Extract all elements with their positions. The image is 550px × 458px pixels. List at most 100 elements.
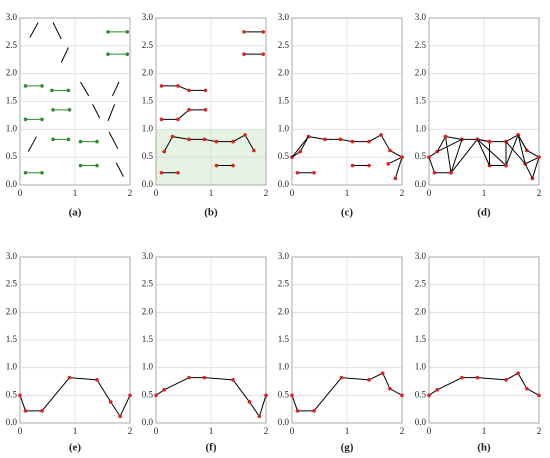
y-tick-label: 3.0 [142, 251, 154, 261]
x-tick-label: 2 [400, 426, 405, 436]
point [176, 117, 180, 122]
x-tick-label: 0 [290, 188, 295, 198]
point [40, 409, 44, 413]
x-tick-label: 1 [209, 188, 214, 198]
point [214, 139, 219, 144]
y-tick-label: 2.5 [142, 279, 154, 289]
y-tick-label: 1.0 [415, 123, 427, 133]
point [78, 139, 83, 144]
caption: (h) [477, 442, 491, 454]
point [516, 371, 520, 376]
line-segment [161, 85, 206, 91]
point [203, 88, 208, 93]
y-tick-label: 0.5 [415, 151, 427, 161]
point [449, 170, 453, 175]
y-tick-label: 0.5 [278, 389, 290, 399]
line-segment [155, 377, 267, 418]
point [23, 170, 28, 175]
caption: (b) [204, 207, 218, 219]
point [23, 409, 28, 413]
y-tick-label: 1.5 [6, 334, 18, 344]
point [66, 137, 71, 142]
x-tick-label: 0 [154, 188, 159, 198]
y-tick-label: 0.5 [415, 389, 427, 399]
point [242, 30, 246, 34]
point [435, 388, 440, 392]
point [159, 117, 164, 122]
y-tick-label: 1.5 [278, 96, 290, 106]
y-tick-label: 1.5 [415, 334, 427, 344]
x-tick-label: 2 [537, 426, 542, 436]
line-segment [291, 372, 403, 412]
y-tick-label: 0.0 [415, 179, 427, 189]
caption: (d) [477, 207, 491, 219]
y-tick-label: 3.0 [6, 251, 18, 261]
point [23, 84, 28, 88]
point [242, 52, 246, 56]
point [40, 84, 44, 88]
point [388, 148, 392, 153]
y-tick-label: 2.0 [6, 306, 18, 316]
y-tick-label: 0.5 [142, 389, 154, 399]
line-segment [111, 81, 120, 97]
point [128, 393, 132, 398]
line-segment [115, 162, 124, 177]
point [264, 393, 268, 398]
x-tick-label: 0 [290, 426, 295, 436]
point [295, 409, 300, 413]
y-tick-label: 0.0 [278, 417, 290, 427]
point [106, 30, 110, 34]
caption: (e) [69, 442, 82, 454]
y-tick-label: 0.5 [6, 389, 18, 399]
caption: (f) [206, 442, 217, 454]
y-tick-label: 0.0 [142, 417, 154, 427]
line-segment [107, 104, 116, 122]
y-tick-label: 3.0 [6, 12, 18, 22]
x-tick-label: 1 [345, 426, 350, 436]
point [231, 378, 235, 382]
x-tick-label: 0 [427, 188, 432, 198]
line-segment [80, 81, 90, 97]
y-tick-label: 3.0 [278, 12, 290, 22]
plot-frame [428, 256, 540, 424]
point [51, 137, 55, 142]
line-segment [437, 138, 463, 173]
point [427, 393, 431, 398]
y-tick-label: 3.0 [415, 12, 427, 22]
y-tick-label: 2.0 [415, 306, 427, 316]
y-tick-label: 0.5 [6, 151, 18, 161]
x-tick-label: 0 [18, 426, 23, 436]
line-segment [19, 377, 131, 418]
plot-frame [291, 17, 403, 186]
line-segment [60, 47, 69, 63]
point [118, 414, 122, 419]
point [40, 170, 44, 175]
point [202, 137, 207, 142]
point [159, 84, 164, 88]
point [367, 139, 371, 144]
y-tick-label: 2.0 [6, 68, 18, 78]
y-tick-label: 1.0 [142, 123, 154, 133]
point [78, 163, 83, 168]
y-tick-label: 0.0 [278, 179, 290, 189]
x-tick-label: 2 [537, 188, 542, 198]
y-tick-label: 1.0 [415, 362, 427, 372]
x-tick-label: 1 [209, 426, 214, 436]
y-tick-label: 1.0 [278, 362, 290, 372]
point [432, 170, 437, 175]
point [338, 137, 343, 142]
y-tick-label: 2.5 [415, 40, 427, 50]
point [187, 137, 191, 142]
line-segment [505, 141, 533, 179]
y-tick-label: 0.0 [6, 417, 18, 427]
line-segment [388, 156, 403, 165]
point [50, 88, 54, 93]
line-segment [29, 22, 39, 38]
plot-frame [155, 17, 267, 186]
x-tick-label: 1 [482, 188, 487, 198]
plot-frame [155, 256, 267, 424]
point [350, 163, 355, 168]
caption: (g) [341, 442, 354, 454]
point [67, 375, 72, 380]
